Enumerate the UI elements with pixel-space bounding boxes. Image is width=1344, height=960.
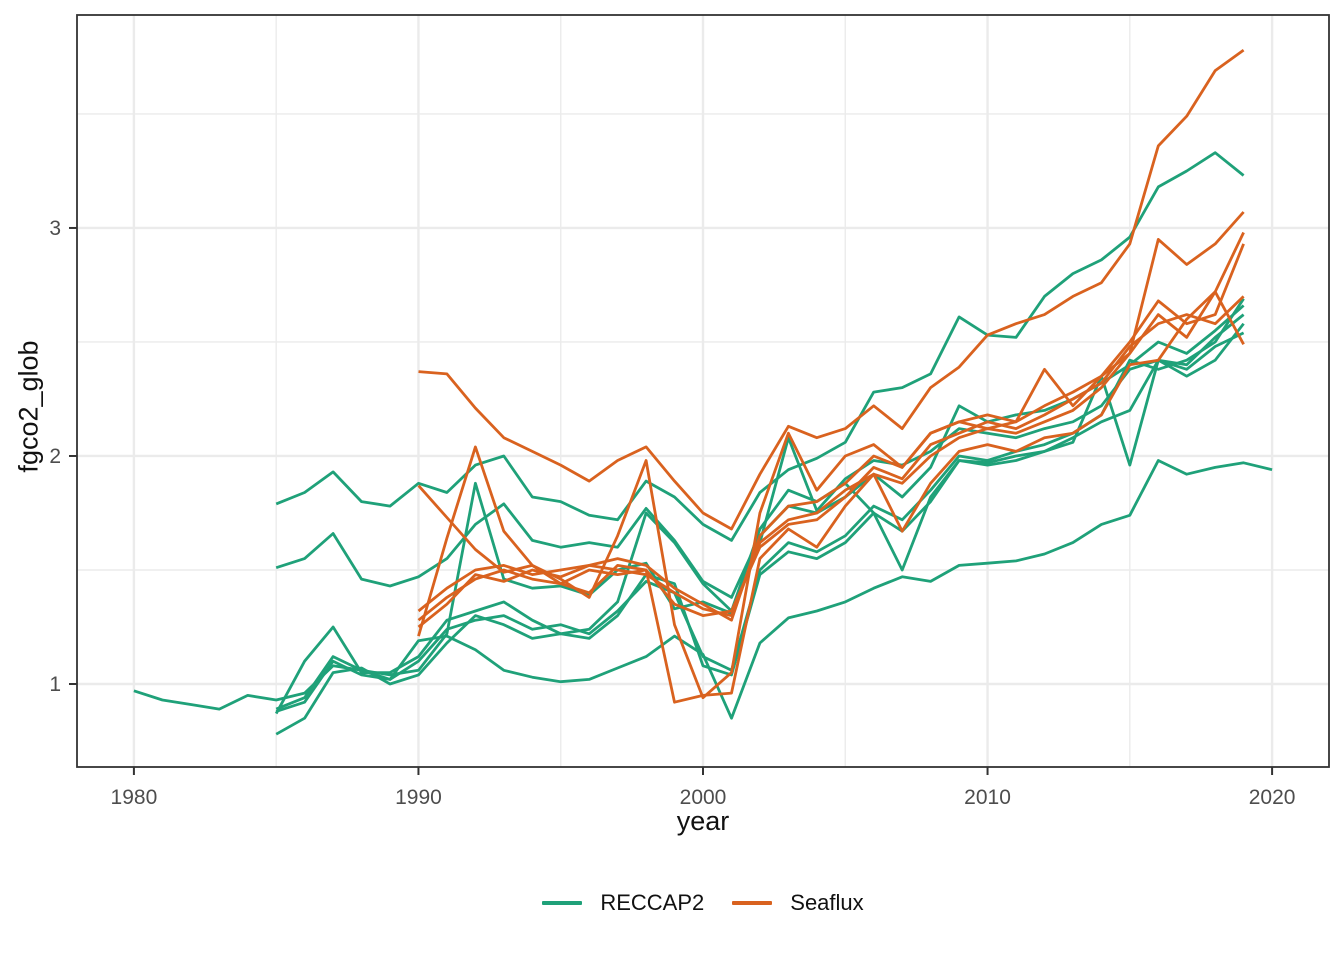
y-axis-title: fgco2_glob [14, 340, 45, 472]
x-tick-label: 2010 [964, 786, 1011, 809]
seaflux-line-swatch-icon [732, 901, 773, 905]
x-tick-label: 1990 [395, 786, 442, 809]
x-tick-label: 1980 [111, 786, 158, 809]
x-axis-title: year [676, 806, 730, 836]
series-line-seaflux_6 [417, 243, 1245, 629]
series-line-seaflux_5 [417, 295, 1245, 622]
y-tick-label: 1 [49, 673, 61, 696]
legend-label-reccap2: RECCAP2 [600, 890, 705, 915]
legend: RECCAP2 Seaflux [77, 890, 1329, 916]
legend-item-seaflux: Seaflux [732, 890, 864, 916]
y-tick-label: 3 [49, 217, 61, 240]
y-tick-label: 2 [49, 445, 61, 468]
x-tick-label: 2020 [1249, 786, 1296, 809]
series-line-seaflux_1 [418, 48, 1245, 531]
series-line-seaflux_4 [417, 231, 1245, 617]
x-tick-label: 2000 [680, 786, 727, 809]
series-line-reccap2_2 [275, 151, 1245, 542]
legend-label-seaflux: Seaflux [790, 890, 864, 915]
y-axis-title-text: fgco2_glob [13, 340, 44, 473]
series-line-reccap2_5 [274, 331, 1245, 715]
reccap2-line-swatch-icon [542, 901, 583, 905]
series-line-seaflux_2 [417, 290, 1245, 704]
legend-item-reccap2: RECCAP2 [542, 890, 704, 916]
